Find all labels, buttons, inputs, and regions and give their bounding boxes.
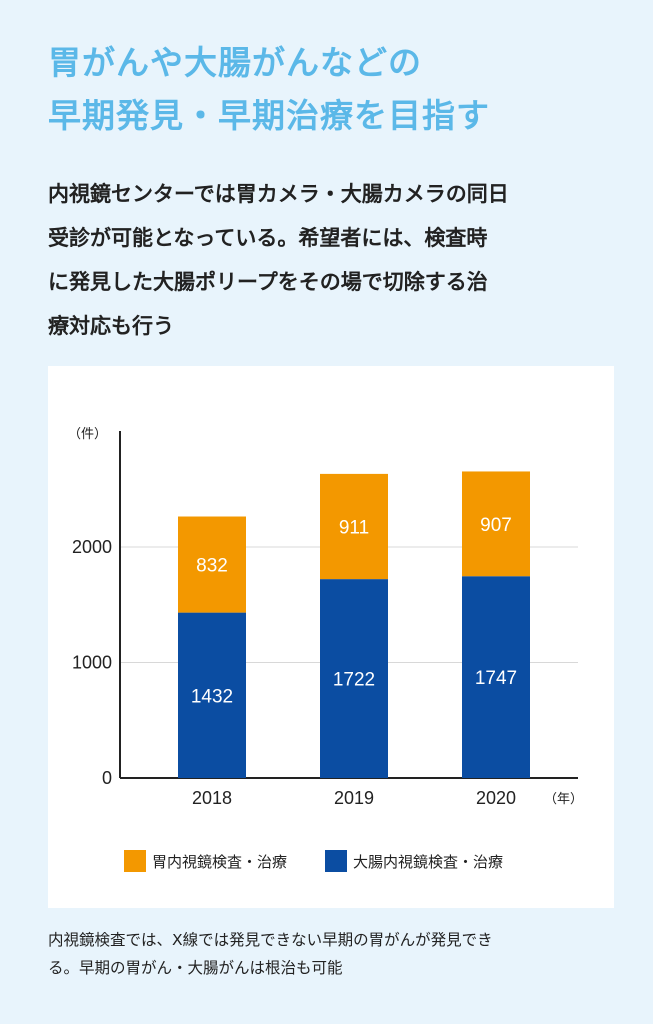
- chart-card: 0 1000 2000 （件） （年） 1432 832 2018 1722 911 2019 174…: [48, 366, 614, 908]
- x-axis-unit-label: （年）: [544, 792, 583, 807]
- x-tick-label-2020: 2020: [476, 788, 516, 808]
- x-tick-label-2019: 2019: [334, 788, 374, 808]
- x-tick-label-2018: 2018: [192, 788, 232, 808]
- bar-2020-series-1: [462, 471, 530, 577]
- headline-line-1: 胃がんや大腸がんなどの: [48, 43, 422, 82]
- chart-legend: 胃内視鏡検査・治療 大腸内視鏡検査・治療: [124, 850, 604, 872]
- bar-label-2018-series-1: 832: [196, 556, 228, 577]
- bar-label-2020-series-1: 907: [480, 515, 512, 536]
- bar-2018-series-1: [178, 516, 246, 613]
- bar-2019-series-0: [320, 579, 388, 778]
- bar-label-2020-series-0: 1747: [475, 668, 517, 689]
- lead-line-1: 内視鏡センターでは胃カメラ・大腸カメラの同日: [48, 182, 509, 206]
- bar-2019-series-1: [320, 473, 388, 580]
- bar-label-2019-series-0: 1722: [333, 670, 375, 691]
- legend-label-1: 大腸内視鏡検査・治療: [353, 852, 504, 871]
- legend-swatch-0: [124, 850, 146, 872]
- y-tick-label-2000: 2000: [72, 537, 112, 557]
- y-tick-label-1000: 1000: [72, 653, 112, 673]
- lead-paragraph: 内視鏡センターでは胃カメラ・大腸カメラの同日 受診が可能となっている。希望者には…: [48, 172, 628, 348]
- lead-line-2: 受診が可能となっている。希望者には、検査時: [48, 226, 488, 250]
- legend-item-1: 大腸内視鏡検査・治療: [325, 850, 503, 872]
- lead-line-4: 療対応も行う: [48, 314, 174, 338]
- bar-2018-series-0: [178, 612, 246, 778]
- bar-label-2019-series-1: 911: [339, 517, 369, 538]
- headline: 胃がんや大腸がんなどの 早期発見・早期治療を目指す: [48, 36, 628, 142]
- legend-label-0: 胃内視鏡検査・治療: [152, 852, 288, 871]
- caption-line-2: る。早期の胃がん・大腸がんは根治も可能: [48, 959, 343, 977]
- bar-label-2018-series-0: 1432: [191, 686, 233, 707]
- stacked-bar-chart: 0 1000 2000 （件） （年） 1432 832 2018 1722 911 2019 174…: [68, 427, 583, 808]
- legend-swatch-1: [325, 850, 348, 872]
- chart-caption: 内視鏡検査では、X線では発見できない早期の胃がんが発見でき る。早期の胃がん・大…: [48, 926, 628, 982]
- lead-line-3: に発見した大腸ポリープをその場で切除する治: [48, 270, 488, 294]
- headline-line-2: 早期発見・早期治療を目指す: [48, 96, 490, 135]
- caption-line-1: 内視鏡検査では、X線では発見できない早期の胃がんが発見でき: [48, 931, 493, 949]
- y-axis-unit-label: （件）: [68, 427, 107, 442]
- y-tick-label-0: 0: [102, 768, 112, 788]
- legend-item-0: 胃内視鏡検査・治療: [124, 850, 287, 872]
- bar-2020-series-0: [462, 576, 530, 778]
